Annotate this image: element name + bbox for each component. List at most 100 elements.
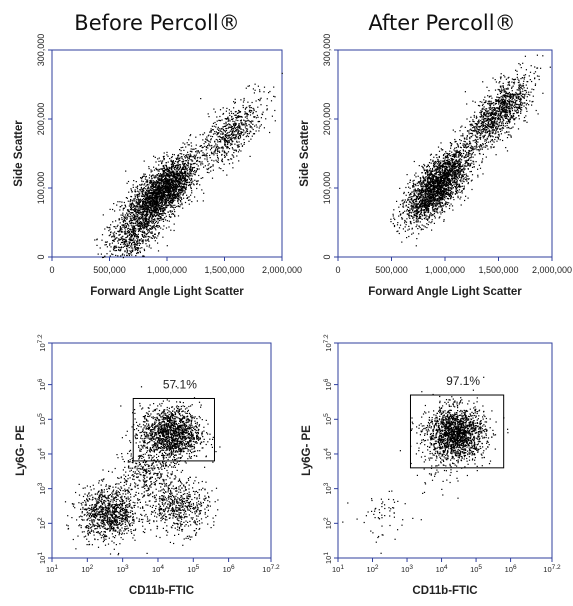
event-dot bbox=[133, 242, 136, 244]
event-dot bbox=[138, 195, 140, 197]
event-dot bbox=[236, 117, 238, 119]
y-axis-title: Side Scatter bbox=[13, 120, 25, 187]
event-dot bbox=[251, 110, 253, 112]
event-dot bbox=[234, 102, 236, 104]
event-dot bbox=[211, 159, 213, 161]
event-dot bbox=[221, 127, 223, 130]
event-dot bbox=[169, 185, 171, 187]
event-dot bbox=[160, 207, 162, 209]
event-dot bbox=[139, 250, 141, 252]
event-dot bbox=[431, 200, 433, 202]
event-dot bbox=[213, 151, 215, 153]
event-dot bbox=[143, 213, 145, 215]
event-dot bbox=[135, 186, 137, 188]
event-dot bbox=[176, 188, 178, 190]
event-dot bbox=[245, 113, 247, 115]
event-dot bbox=[177, 161, 179, 163]
event-dot bbox=[190, 134, 192, 136]
event-dot bbox=[447, 153, 449, 155]
event-dot bbox=[420, 199, 422, 201]
event-dot bbox=[131, 209, 133, 211]
event-dot bbox=[136, 197, 139, 199]
event-dot bbox=[470, 156, 472, 158]
event-dot bbox=[130, 252, 132, 254]
event-dot bbox=[130, 203, 132, 205]
event-dot bbox=[155, 221, 157, 224]
event-dot bbox=[126, 251, 128, 253]
event-dot bbox=[150, 189, 153, 191]
event-dot bbox=[151, 213, 153, 215]
event-dot bbox=[144, 236, 146, 238]
event-dot bbox=[218, 167, 220, 169]
event-dot bbox=[427, 179, 429, 181]
event-dot bbox=[451, 155, 453, 157]
event-dot bbox=[231, 147, 233, 149]
event-dot bbox=[123, 207, 125, 209]
event-dot bbox=[147, 220, 149, 223]
event-dot bbox=[196, 169, 199, 171]
event-dot bbox=[234, 111, 236, 113]
event-dot bbox=[190, 163, 192, 166]
event-dot bbox=[173, 223, 175, 225]
event-dot bbox=[121, 241, 124, 243]
event-dot bbox=[177, 215, 180, 217]
event-dot bbox=[153, 236, 155, 238]
event-dot bbox=[141, 195, 143, 198]
event-dot bbox=[110, 224, 112, 226]
event-dot bbox=[123, 254, 125, 256]
event-dot bbox=[448, 192, 450, 194]
event-dot bbox=[155, 208, 157, 210]
event-dot bbox=[418, 193, 421, 195]
event-dot bbox=[149, 236, 151, 238]
event-dot bbox=[189, 199, 191, 201]
event-dot bbox=[109, 208, 111, 210]
event-dot bbox=[144, 195, 146, 197]
event-dot bbox=[130, 222, 132, 224]
event-dot bbox=[202, 146, 204, 148]
event-dot bbox=[140, 206, 142, 208]
event-dot bbox=[246, 106, 248, 108]
event-dot bbox=[147, 190, 149, 192]
event-dot bbox=[159, 217, 162, 219]
event-dot bbox=[175, 186, 177, 188]
event-dot bbox=[200, 98, 202, 100]
event-dot bbox=[141, 240, 143, 242]
event-dot bbox=[135, 235, 137, 237]
event-dot bbox=[129, 212, 131, 214]
event-dot bbox=[235, 135, 237, 137]
event-dot bbox=[150, 225, 152, 227]
event-dot bbox=[131, 215, 133, 217]
event-dot bbox=[457, 176, 459, 178]
event-dot bbox=[187, 158, 189, 160]
event-dot bbox=[263, 91, 265, 93]
event-dot bbox=[156, 184, 158, 186]
event-dot bbox=[204, 165, 206, 167]
event-dot bbox=[434, 198, 436, 200]
event-dot bbox=[118, 234, 120, 236]
event-dot bbox=[182, 166, 184, 168]
event-dot bbox=[235, 123, 237, 125]
event-dot bbox=[225, 125, 227, 128]
event-dot bbox=[220, 128, 222, 130]
event-dot bbox=[144, 207, 146, 209]
event-dot bbox=[120, 255, 122, 257]
event-dot bbox=[163, 209, 165, 211]
event-dot bbox=[147, 238, 149, 240]
event-dot bbox=[129, 218, 131, 220]
event-dot bbox=[139, 225, 141, 227]
event-dot bbox=[148, 206, 150, 208]
event-dot bbox=[205, 154, 207, 156]
event-dot bbox=[129, 237, 131, 239]
event-dot bbox=[134, 243, 136, 245]
event-dot bbox=[204, 141, 206, 143]
event-dot bbox=[183, 176, 185, 178]
event-dot bbox=[422, 167, 424, 169]
event-dot bbox=[234, 125, 236, 127]
event-dot bbox=[124, 227, 126, 229]
event-dot bbox=[185, 187, 187, 189]
event-dot bbox=[151, 226, 153, 228]
event-dot bbox=[411, 202, 413, 205]
event-dot bbox=[146, 189, 148, 191]
event-dot bbox=[260, 104, 262, 106]
event-dot bbox=[243, 142, 245, 144]
